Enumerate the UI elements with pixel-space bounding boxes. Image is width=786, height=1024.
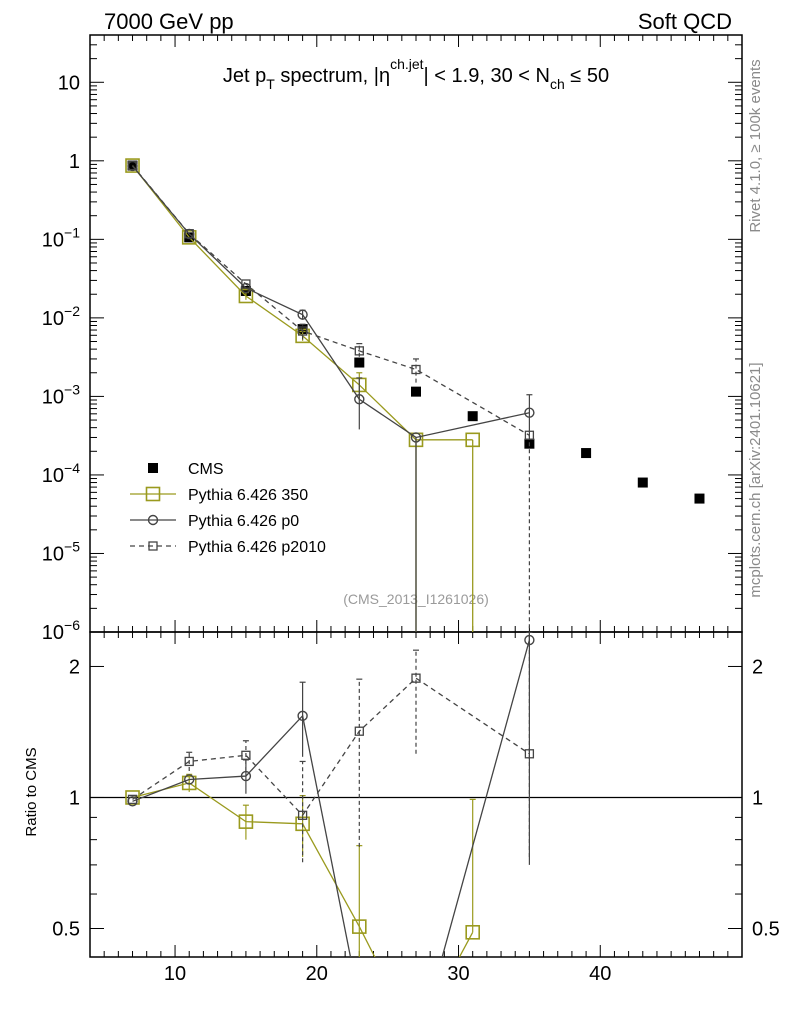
main-point xyxy=(467,411,478,422)
main-point xyxy=(297,309,308,320)
ratio-point xyxy=(355,997,364,1006)
x-tick-label: 30 xyxy=(447,963,469,985)
main-y-tick-label: 10−1 xyxy=(42,224,80,251)
legend-entry-1: Pythia 6.426 350 xyxy=(130,486,308,504)
ratio-series-line xyxy=(132,677,530,817)
ratio-point xyxy=(238,814,254,829)
ratio-point xyxy=(181,775,197,791)
legend-label: Pythia 6.426 350 xyxy=(188,487,308,504)
ratio-point xyxy=(524,749,535,759)
main-series-1 xyxy=(125,158,480,448)
main-point xyxy=(354,346,364,356)
main-zero-drops xyxy=(415,435,530,632)
title-part-d: ≤ 50 xyxy=(565,65,609,87)
ratio-series-line xyxy=(132,639,531,957)
main-y-tick-label: 10−4 xyxy=(42,460,80,487)
plot-title: Jet pT spectrum, |ηch.jet| < 1.9, 30 < N… xyxy=(223,56,609,92)
main-series-line xyxy=(132,165,530,439)
legend-marker xyxy=(148,463,158,473)
title-part-b-sup: ch.jet xyxy=(390,56,424,72)
main-series-line xyxy=(132,165,530,436)
rivet-version-label: Rivet 4.1.0, ≥ 100k events xyxy=(747,59,764,232)
ratio-y-tick-label-right: 1 xyxy=(752,787,763,809)
title-part-a: Jet p xyxy=(223,65,266,87)
main-point xyxy=(184,229,194,239)
ratio-point xyxy=(184,756,194,767)
ratio-point xyxy=(184,774,195,785)
ratio-point xyxy=(352,919,367,934)
ratio-point xyxy=(297,710,308,722)
ratio-y-tick-label-right: 0.5 xyxy=(752,918,780,940)
main-y-tick-label: 10−2 xyxy=(42,303,80,330)
legend-label: CMS xyxy=(188,461,224,478)
legend-marker xyxy=(145,486,161,502)
main-y-tick-label: 10−3 xyxy=(42,381,80,408)
ratio-y-tick-label-right: 2 xyxy=(752,656,763,678)
main-point xyxy=(637,477,648,488)
ratio-y-axis-label: Ratio to CMS xyxy=(23,747,40,836)
main-point xyxy=(127,160,138,171)
ratio-point xyxy=(240,770,252,782)
ratio-point xyxy=(354,726,364,736)
main-point xyxy=(524,407,535,418)
ratio-point xyxy=(411,673,421,683)
main-series-line xyxy=(132,165,473,441)
x-tick-label: 20 xyxy=(306,963,328,985)
main-point xyxy=(127,160,138,171)
x-tick-label: 10 xyxy=(164,963,186,985)
main-point xyxy=(238,288,254,304)
main-point xyxy=(181,230,197,245)
mcplots-source-label: mcplots.cern.ch [arXiv:2401.10621] xyxy=(747,362,764,597)
main-point xyxy=(240,285,251,296)
main-point xyxy=(581,448,592,459)
header-energy-label: 7000 GeV pp xyxy=(104,9,234,34)
main-series-3 xyxy=(127,160,535,440)
main-point xyxy=(411,364,421,375)
main-series-2 xyxy=(127,160,535,443)
title-part-c: | < 1.9, 30 < N xyxy=(424,65,550,87)
main-point xyxy=(241,279,251,289)
legend-marker xyxy=(147,514,159,526)
title-part-c-sub: ch xyxy=(550,76,565,92)
ratio-point xyxy=(127,794,138,805)
ratio-point xyxy=(297,810,308,820)
main-point xyxy=(125,158,140,173)
main-y-tick-label: 10−5 xyxy=(42,538,80,565)
header-category-label: Soft QCD xyxy=(638,9,732,34)
title-part-b: spectrum, |η xyxy=(275,65,390,87)
legend-marker xyxy=(148,541,158,551)
ratio-y-tick-label-left: 0.5 xyxy=(52,918,80,940)
legend-entry-3: Pythia 6.426 p2010 xyxy=(130,539,326,556)
ratio-point xyxy=(241,750,251,760)
legend-entry-0: CMS xyxy=(148,461,224,478)
main-point xyxy=(694,493,705,504)
main-y-tick-label: 10−6 xyxy=(42,617,80,644)
ratio-y-tick-label-left: 2 xyxy=(69,656,80,678)
ratio-point xyxy=(465,925,480,940)
main-y-tick-label: 10 xyxy=(58,72,80,94)
ratio-series-2 xyxy=(127,632,535,863)
legend-label: Pythia 6.426 p0 xyxy=(188,513,299,530)
main-point xyxy=(354,394,365,405)
title-part-a-sub: T xyxy=(266,76,275,92)
main-y-tick-label: 1 xyxy=(69,151,80,173)
main-point xyxy=(354,357,365,368)
ratio-y-tick-label-left: 1 xyxy=(69,787,80,809)
legend-label: Pythia 6.426 p2010 xyxy=(188,539,326,556)
main-point xyxy=(411,386,421,397)
legend-entry-2: Pythia 6.426 p0 xyxy=(130,513,299,530)
x-tick-label: 40 xyxy=(589,963,611,985)
main-point xyxy=(297,326,308,336)
